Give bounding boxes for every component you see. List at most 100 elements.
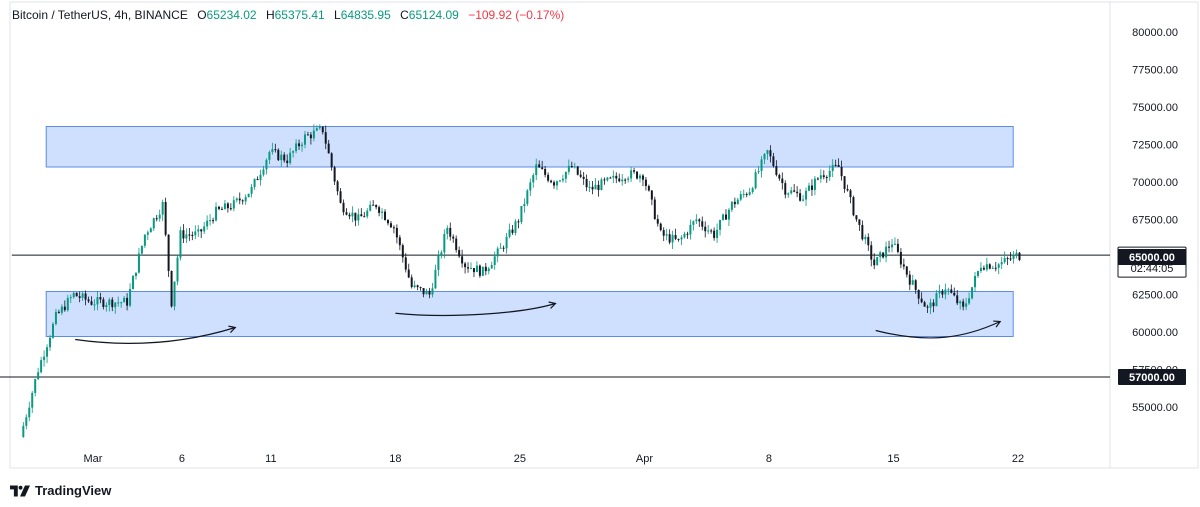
candle-125 [392,225,395,234]
candle-136 [425,288,428,295]
candle-281 [855,215,858,222]
candle-187 [576,165,579,176]
x-tick-label: 6 [179,453,185,465]
candle-48 [164,197,167,237]
candle-9 [49,334,52,351]
candle-185 [570,161,573,168]
candle-284 [864,234,867,245]
candle-28 [105,302,108,312]
candle-273 [831,159,834,177]
candle-309 [938,284,941,299]
candle-257 [784,180,787,199]
candle-16 [69,294,72,304]
candle-80 [259,169,262,186]
candle-85 [274,143,277,153]
candle-246 [751,186,754,194]
candle-12 [57,309,60,314]
candle-116 [366,208,369,219]
candle-25 [96,290,99,311]
candle-178 [550,179,553,184]
candle-123 [386,219,389,226]
x-tick-label: 8 [766,453,772,465]
candle-181 [558,179,561,183]
candle-321 [974,272,977,292]
candle-126 [395,224,398,244]
candle-193 [594,178,597,190]
candle-283 [861,220,864,241]
candle-23 [90,296,93,306]
candle-60 [200,228,203,238]
candle-242 [739,190,742,202]
candle-52 [176,255,179,286]
candle-154 [478,264,481,278]
x-axis[interactable]: Mar 6 11 18 25 Apr 8 15 22 [84,453,1025,465]
candle-104 [330,152,333,171]
candle-140 [437,250,440,277]
candle-272 [828,165,831,181]
candle-69 [226,202,229,213]
grid-lines [9,1,1199,469]
candle-175 [541,160,544,170]
symbol-legend[interactable]: Bitcoin / TetherUS, 4h, BINANCE O65234.0… [12,8,564,22]
candle-327 [991,265,994,270]
zone-0 [45,126,1014,168]
candle-2 [28,401,31,422]
candle-102 [324,125,327,150]
candle-333 [1009,252,1012,262]
candle-96 [306,131,309,136]
candle-299 [908,270,911,291]
candle-105 [333,165,336,186]
candle-203 [624,178,627,184]
candle-278 [846,184,849,192]
candle-120 [378,205,381,217]
candle-108 [342,199,345,216]
chart-border [9,1,1199,469]
candle-3 [31,391,34,413]
candle-258 [787,192,790,198]
x-tick-label: 18 [389,453,401,465]
candle-245 [748,187,751,196]
tradingview-brand[interactable]: TradingView [10,483,111,498]
candle-132 [413,280,416,289]
low-label: L [334,8,341,22]
y-axis[interactable]: 80000.00 77500.00 75000.00 72500.00 70000.00… [1132,27,1178,414]
candle-196 [603,177,606,185]
candle-334 [1012,251,1015,264]
candle-92 [295,139,298,154]
candle-133 [416,284,419,291]
candle-157 [487,266,490,275]
symbol-title[interactable]: Bitcoin / TetherUS, 4h, BINANCE [12,8,188,22]
candle-173 [535,158,538,181]
candle-303 [920,292,923,304]
candle-107 [339,187,342,204]
candle-324 [982,265,985,271]
candle-304 [923,300,926,307]
candle-206 [633,167,636,174]
candle-70 [229,203,232,211]
candle-168 [520,206,523,225]
candle-43 [149,227,152,233]
candle-38 [134,272,137,280]
candle-54 [182,224,185,243]
candle-211 [647,184,650,192]
candle-115 [363,212,366,218]
candle-182 [561,174,564,183]
candle-141 [440,250,443,259]
x-tick-label: 22 [1012,453,1024,465]
candle-26 [99,292,102,304]
candle-39 [137,247,140,274]
candle-251 [766,149,769,160]
candle-277 [843,176,846,193]
low-value: 64835.95 [340,8,391,22]
candle-318 [965,297,968,311]
candle-314 [953,287,956,297]
candle-15 [66,294,69,312]
candle-266 [810,179,813,196]
candle-323 [979,262,982,273]
candle-214 [656,214,659,227]
candle-56 [188,227,191,241]
candle-248 [757,166,760,175]
candle-280 [852,195,855,217]
